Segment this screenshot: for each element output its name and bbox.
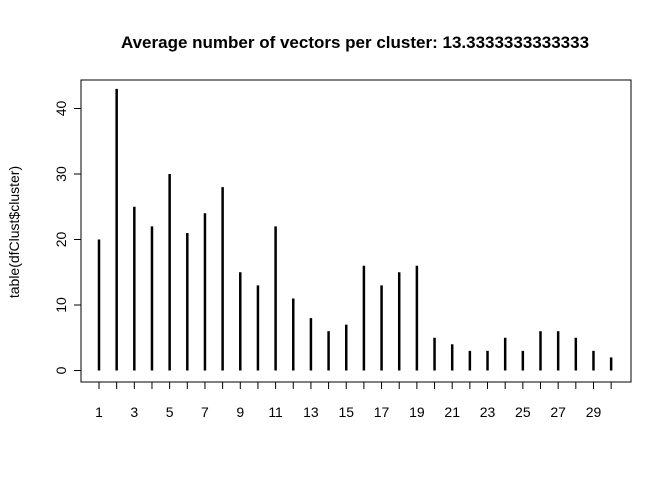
y-tick-label-20: 20 bbox=[53, 232, 69, 248]
x-tick-label-1: 1 bbox=[95, 404, 103, 420]
chart-title: Average number of vectors per cluster: 1… bbox=[121, 33, 589, 52]
x-tick-label-3: 3 bbox=[130, 404, 138, 420]
x-tick-label-25: 25 bbox=[515, 404, 531, 420]
x-tick-label-21: 21 bbox=[444, 404, 460, 420]
y-tick-label-30: 30 bbox=[53, 166, 69, 182]
y-tick-label-0: 0 bbox=[53, 366, 69, 374]
x-tick-label-15: 15 bbox=[338, 404, 354, 420]
plot-frame bbox=[80, 79, 632, 383]
x-tick-label-9: 9 bbox=[236, 404, 244, 420]
y-tick-label-40: 40 bbox=[53, 101, 69, 117]
x-axis: 1 3 5 7 9 11 13 15 17 19 21 23 25 27 29 bbox=[95, 381, 612, 420]
x-tick-label-11: 11 bbox=[268, 404, 283, 420]
y-tick-label-10: 10 bbox=[53, 297, 69, 313]
x-tick-label-13: 13 bbox=[303, 404, 319, 420]
y-axis: 0 10 20 30 40 bbox=[53, 101, 82, 374]
bars-group bbox=[97, 88, 613, 371]
x-tick-label-7: 7 bbox=[201, 404, 209, 420]
x-tick-label-29: 29 bbox=[586, 404, 602, 420]
y-axis-label: table(dfClust$cluster) bbox=[6, 166, 22, 298]
x-tick-label-27: 27 bbox=[550, 404, 566, 420]
x-tick-label-17: 17 bbox=[374, 404, 390, 420]
x-tick-label-5: 5 bbox=[166, 404, 174, 420]
x-tick-label-23: 23 bbox=[480, 404, 496, 420]
x-tick-label-19: 19 bbox=[409, 404, 425, 420]
